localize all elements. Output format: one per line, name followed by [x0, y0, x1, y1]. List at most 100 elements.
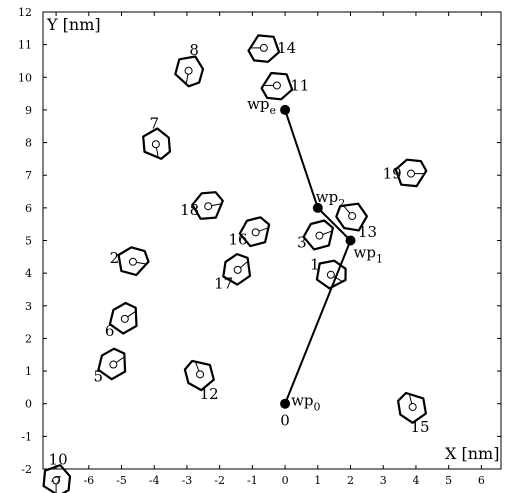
object-center: [109, 360, 118, 369]
path-segment: [284, 240, 352, 405]
object-shape: [315, 259, 347, 290]
waypoint-2: wp2: [312, 188, 345, 213]
y-tick-label: 0: [25, 398, 32, 411]
object-shape: [302, 219, 334, 251]
x-tick-label: 2: [347, 474, 354, 487]
object-6: 6: [105, 301, 138, 340]
x-axis-label: X [nm]: [445, 444, 499, 463]
object-1: 1: [310, 255, 347, 290]
object-shape: [183, 359, 215, 392]
object-shape: [260, 71, 294, 101]
object-center: [52, 476, 61, 485]
object-8: 8: [174, 41, 205, 88]
axes-frame: [42, 11, 502, 470]
object-label: 17: [214, 274, 233, 292]
x-tick-label: -1: [247, 474, 258, 487]
y-tick-label: 5: [25, 235, 32, 248]
object-center: [184, 66, 193, 75]
object-center: [272, 81, 281, 90]
x-tick-label: -4: [149, 474, 160, 487]
object-shape: [238, 216, 271, 248]
object-center: [259, 43, 268, 52]
y-axis-label: Y [nm]: [46, 15, 101, 34]
axes-frame-layer: -7 -6 -5 -4 -3 -2 -1 0 1 2 3 4 5 6-2-1012345678910111…: [18, 6, 502, 487]
object-16: 16: [228, 216, 271, 248]
object-label: 16: [228, 230, 247, 248]
x-tick-label: -5: [116, 474, 127, 487]
object-label: 10: [49, 451, 68, 469]
object-13: 13: [335, 202, 377, 241]
x-tick-label: 6: [478, 474, 485, 487]
object-2: 2: [110, 246, 150, 277]
object-shape: [247, 34, 281, 63]
x-tick-label: -2: [214, 474, 225, 487]
y-tick-label: 7: [25, 169, 32, 182]
object-center: [120, 314, 129, 323]
waypoint-marker: [345, 235, 356, 246]
x-tick-label: 0: [282, 474, 289, 487]
object-label: 8: [189, 41, 199, 59]
object-shape: [97, 347, 127, 381]
object-center: [407, 169, 416, 178]
object-shape: [108, 301, 138, 335]
object-center: [151, 140, 160, 149]
y-tick-label: 12: [18, 6, 32, 19]
object-label: 18: [180, 201, 199, 219]
x-tick-label: -3: [182, 474, 193, 487]
waypoint-marker: [312, 202, 323, 213]
object-label: 5: [93, 368, 103, 386]
waypoint-label: wp1: [354, 244, 383, 266]
object-14: 14: [247, 34, 296, 63]
y-tick-label: 2: [25, 332, 32, 345]
object-center: [326, 270, 335, 279]
path-segment: [284, 109, 319, 209]
origin-label: 0: [280, 412, 290, 430]
object-12: 12: [183, 359, 219, 403]
object-center: [196, 370, 205, 379]
object-shape: [42, 464, 72, 493]
y-tick-label: 4: [25, 267, 32, 280]
object-shape: [222, 253, 252, 286]
object-center: [204, 202, 213, 211]
object-center: [408, 402, 417, 411]
waypoint-marker: [280, 104, 291, 115]
object-label: 2: [110, 249, 120, 267]
object-10: 10: [42, 451, 72, 493]
x-tick-label: -7: [51, 474, 62, 487]
object-17: 17: [214, 253, 252, 292]
x-tick-label: -6: [83, 474, 94, 487]
path-layer: wp0 wp1 wp2 wpe 0: [247, 95, 383, 430]
object-shape: [191, 191, 224, 220]
object-center: [233, 265, 242, 274]
y-tick-label: 1: [25, 365, 32, 378]
object-shape: [174, 55, 205, 88]
object-center: [128, 257, 137, 266]
waypoint-label: wpe: [247, 95, 276, 117]
object-15: 15: [397, 391, 430, 436]
object-shape: [394, 158, 428, 188]
y-tick-label: 6: [25, 202, 32, 215]
y-tick-label: -1: [21, 430, 32, 443]
x-tick-label: 4: [412, 474, 419, 487]
waypoint-label: wp0: [291, 392, 320, 414]
x-tick-label: 5: [445, 474, 452, 487]
object-shape: [117, 246, 150, 277]
object-shape: [397, 391, 427, 424]
object-shape: [335, 202, 368, 232]
object-label: 6: [105, 322, 115, 340]
object-label: 11: [290, 76, 309, 94]
object-center: [315, 231, 324, 240]
path-segment: [317, 207, 352, 242]
object-label: 13: [358, 223, 377, 241]
object-label: 1: [310, 255, 320, 273]
y-tick-label: 8: [25, 137, 32, 150]
waypoint-label: wp2: [316, 188, 345, 210]
waypoint-1: wp1: [345, 235, 383, 266]
object-19: 19: [383, 158, 428, 188]
y-tick-label: 10: [18, 71, 32, 84]
object-label: 7: [149, 115, 159, 133]
y-tick-label: 3: [25, 300, 32, 313]
object-11: 11: [260, 71, 309, 101]
